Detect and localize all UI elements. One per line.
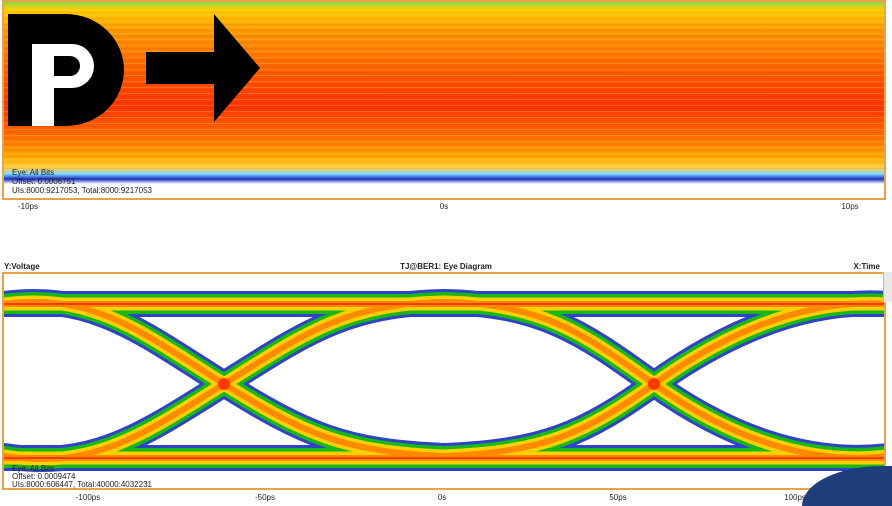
top-x-tick: -10ps — [17, 202, 39, 211]
bottom-offset-label: Offset: 0.0009474 — [12, 472, 76, 481]
bottom-uis-label: UIs:8000:606447, Total:40000:4032231 — [12, 480, 152, 489]
eye-diagram-plot: Eye: All Bits Offset: 0.0009474 UIs:8000… — [2, 272, 886, 490]
top-uis-label: UIs:8000:9217053, Total:8000:9217053 — [12, 186, 152, 195]
bottom-x-tick: 0s — [437, 493, 447, 502]
top-x-tick: 10ps — [841, 202, 859, 211]
top-x-tick: 0s — [439, 202, 449, 211]
top-legend-label: Eye: All Bits — [12, 168, 55, 177]
bottom-x-tick: -100ps — [75, 493, 101, 502]
x-axis-label: X:Time — [853, 262, 880, 271]
top-offset-label: Offset: 0.0006751 — [12, 177, 76, 186]
bottom-x-tick: -50ps — [254, 493, 276, 502]
bottom-x-tick: 50ps — [609, 493, 627, 502]
top-heatmap-plot: Eye: All Bits Offset: 0.0006751 UIs:8000… — [2, 0, 886, 200]
eye-diagram — [4, 274, 884, 488]
y-axis-label: Y:Voltage — [4, 262, 40, 271]
eye-diagram-title: TJ@BER1: Eye Diagram — [400, 262, 492, 271]
top-heatmap — [4, 2, 884, 198]
side-scroll-button[interactable] — [883, 272, 892, 302]
bottom-legend-label: Eye: All Bits — [12, 464, 55, 473]
eye-traces — [4, 288, 884, 472]
dp-arrow-logo-icon — [8, 14, 260, 126]
bottom-x-tick: 100ps — [784, 493, 806, 502]
